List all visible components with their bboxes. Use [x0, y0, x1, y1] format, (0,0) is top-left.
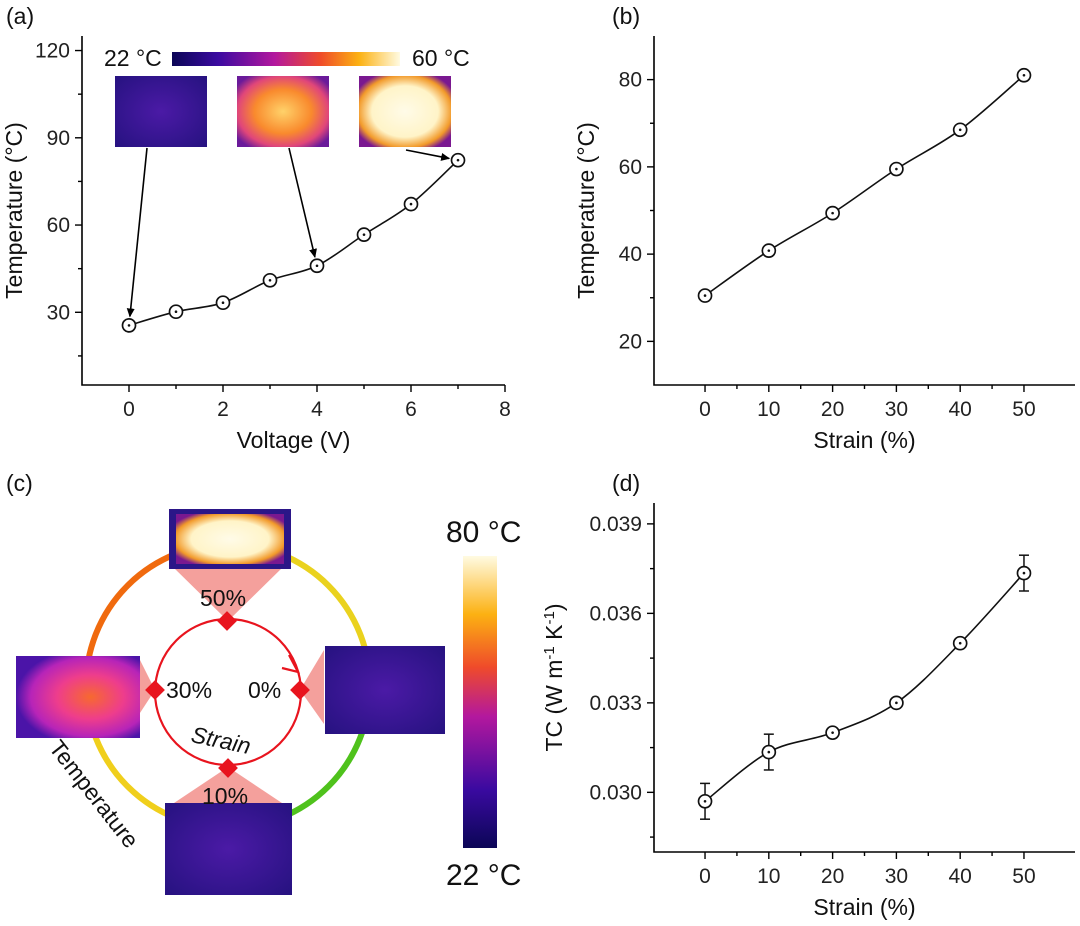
data-point-center [703, 294, 707, 297]
strain-center-label: Strain [189, 721, 253, 759]
strain-label-10: 10% [202, 783, 248, 809]
chart-a-temperature-vs-voltage: 0 2 4 6 8 30 60 90 120 Voltage (V) Temperature (°C… [1, 36, 511, 453]
x-tick-label: 50 [1012, 398, 1035, 421]
strain-temperature-cycle-diagram: 50% 30% 0% 10% Strain Temperature 80 °C … [16, 509, 521, 895]
data-point-center [409, 202, 413, 206]
y-tick-label: 80 [619, 69, 642, 92]
thermal-image-0pct [325, 646, 445, 734]
y-tick-label: 0.033 [589, 692, 642, 715]
temperature-ring-label: Temperature [44, 735, 144, 853]
x-tick-label: 20 [821, 398, 844, 421]
thermal-image-10pct [165, 803, 292, 895]
y-axis-label: TC (W m-1 K-1) [541, 603, 568, 751]
thermal-image-7v [359, 76, 451, 147]
thermal-image-4v [237, 76, 329, 147]
x-tick-label: 40 [949, 398, 972, 421]
y-tick-label: 30 [47, 301, 70, 324]
strain-cycle-arrowhead [281, 654, 301, 674]
cone-top [173, 567, 283, 621]
data-point-center [958, 641, 962, 645]
y-tick-label: 90 [47, 127, 70, 150]
y-tick-label: 40 [619, 243, 642, 266]
inset-arrow [126, 147, 148, 318]
x-tick-label: 0 [699, 865, 711, 888]
y-axis-label: Temperature (°C) [573, 122, 599, 299]
series-line [704, 74, 1025, 297]
y-tick-label: 120 [35, 40, 70, 63]
y-tick-label: 0.036 [589, 602, 642, 625]
thermal-image-0v [115, 76, 207, 147]
x-axis-label: Strain (%) [813, 427, 915, 453]
data-point-center [127, 324, 131, 327]
data-point-center [362, 233, 366, 236]
colorbar-top-label: 80 °C [446, 516, 521, 549]
strain-label-0: 0% [248, 677, 281, 703]
series-line [128, 159, 459, 327]
data-point-center [221, 301, 225, 304]
data-point-center [1022, 571, 1026, 575]
thermal-image-30pct [16, 656, 140, 738]
y-tick-label: 0.039 [589, 513, 642, 536]
panel-label-c: (c) [6, 470, 33, 496]
x-tick-label: 40 [949, 865, 972, 888]
y-tick-label: 60 [47, 214, 70, 237]
y-tick-label: 60 [619, 156, 642, 179]
panel-label-b: (b) [612, 3, 640, 29]
x-tick-label: 30 [885, 398, 908, 421]
data-point-center [456, 158, 460, 162]
colorbar-min-label: 22 °C [104, 45, 162, 71]
chart-b-temperature-vs-strain: 0 10 20 30 40 50 20 40 60 80 Strain (%) Temperature… [573, 36, 1075, 453]
data-point-center [895, 167, 898, 171]
y-axis-label: Temperature (°C) [1, 122, 27, 299]
inset-arrows [126, 147, 451, 318]
data-point-center [831, 731, 834, 734]
x-tick-label: 8 [499, 398, 511, 421]
x-tick-label: 6 [405, 398, 417, 421]
x-tick-label: 30 [885, 865, 908, 888]
data-point-center [1022, 73, 1026, 77]
inset-arrow [405, 149, 451, 161]
data-point-center [174, 310, 178, 314]
x-tick-label: 0 [699, 398, 711, 421]
chart-a-colorbar: 22 °C 60 °C [104, 45, 470, 71]
colorbar-bottom-label: 22 °C [446, 859, 521, 892]
data-point-center [895, 701, 898, 705]
strain-label-30: 30% [166, 677, 212, 703]
data-point-center [767, 249, 771, 252]
panel-label-d: (d) [612, 470, 640, 496]
x-tick-label: 10 [757, 865, 780, 888]
series-line [704, 572, 1025, 802]
data-point-center [958, 128, 962, 132]
y-tick-label: 0.030 [589, 781, 642, 804]
x-tick-label: 2 [217, 398, 229, 421]
x-axis-label: Voltage (V) [237, 427, 351, 453]
colorbar-gradient [172, 52, 400, 66]
data-point-center [268, 279, 272, 282]
x-tick-label: 20 [821, 865, 844, 888]
colorbar-max-label: 60 °C [412, 45, 470, 71]
vertical-colorbar [463, 556, 497, 848]
chart-d-tc-vs-strain: 0 10 20 30 40 50 0.030 0.033 0.036 0.039 Strain (%… [541, 503, 1075, 920]
x-tick-label: 4 [311, 398, 323, 421]
x-axis-label: Strain (%) [813, 894, 915, 920]
cone-right [300, 650, 324, 724]
inset-arrow [288, 147, 317, 258]
axis-lines [653, 36, 1075, 386]
cone-bottom [171, 767, 285, 805]
x-tick-label: 0 [123, 398, 135, 421]
panel-label-a: (a) [6, 3, 34, 29]
cone-left [138, 656, 155, 716]
y-tick-label: 20 [619, 330, 642, 353]
data-point-center [315, 264, 319, 268]
data-point-center [703, 799, 707, 803]
x-tick-label: 50 [1012, 865, 1035, 888]
diamond-right [290, 680, 310, 700]
data-point-center [831, 211, 834, 215]
thermal-image-50pct-hotspot [176, 514, 284, 564]
strain-label-50: 50% [200, 585, 246, 611]
axis-lines [653, 503, 1075, 853]
data-point-center [767, 750, 771, 754]
x-tick-label: 10 [757, 398, 780, 421]
